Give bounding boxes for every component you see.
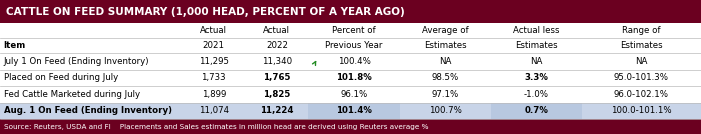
Text: Previous Year: Previous Year <box>325 41 383 50</box>
Text: 1,825: 1,825 <box>264 90 290 99</box>
Bar <box>0 119 701 134</box>
Text: 11,295: 11,295 <box>199 57 229 66</box>
Text: Actual: Actual <box>200 26 227 35</box>
Text: 100.4%: 100.4% <box>338 57 370 66</box>
Text: Aug. 1 On Feed (Ending Inventory): Aug. 1 On Feed (Ending Inventory) <box>4 107 172 116</box>
Text: Actual: Actual <box>264 26 290 35</box>
Text: -1.0%: -1.0% <box>524 90 549 99</box>
Text: 100.7%: 100.7% <box>429 107 461 116</box>
Text: July 1 On Feed (Ending Inventory): July 1 On Feed (Ending Inventory) <box>4 57 149 66</box>
Text: Estimates: Estimates <box>620 41 662 50</box>
Text: 1,765: 1,765 <box>263 73 291 82</box>
Text: 100.0-101.1%: 100.0-101.1% <box>611 107 672 116</box>
Text: Percent of: Percent of <box>332 26 376 35</box>
Text: NA: NA <box>530 57 543 66</box>
Text: Estimates: Estimates <box>424 41 466 50</box>
Text: 96.0-102.1%: 96.0-102.1% <box>614 90 669 99</box>
Text: Fed Cattle Marketed during July: Fed Cattle Marketed during July <box>4 90 139 99</box>
Text: 11,224: 11,224 <box>260 107 294 116</box>
Text: Placed on Feed during July: Placed on Feed during July <box>4 73 118 82</box>
Bar <box>0 0 701 23</box>
Text: 2022: 2022 <box>266 41 288 50</box>
Text: 11,340: 11,340 <box>262 57 292 66</box>
Text: NA: NA <box>439 57 451 66</box>
Text: 97.1%: 97.1% <box>432 90 458 99</box>
Text: 3.3%: 3.3% <box>524 73 548 82</box>
Bar <box>308 103 400 119</box>
Text: 101.8%: 101.8% <box>336 73 372 82</box>
Text: 11,074: 11,074 <box>199 107 229 116</box>
Text: NA: NA <box>635 57 648 66</box>
Text: 1,733: 1,733 <box>201 73 226 82</box>
Text: 2021: 2021 <box>203 41 225 50</box>
Bar <box>491 103 582 119</box>
Text: Estimates: Estimates <box>515 41 557 50</box>
Text: Range of: Range of <box>622 26 660 35</box>
Text: 98.5%: 98.5% <box>432 73 458 82</box>
Text: Average of: Average of <box>422 26 468 35</box>
Text: 1,899: 1,899 <box>202 90 226 99</box>
Text: Actual less: Actual less <box>513 26 559 35</box>
Text: 96.1%: 96.1% <box>341 90 367 99</box>
Text: CATTLE ON FEED SUMMARY (1,000 HEAD, PERCENT OF A YEAR AGO): CATTLE ON FEED SUMMARY (1,000 HEAD, PERC… <box>6 7 404 17</box>
Text: 0.7%: 0.7% <box>524 107 548 116</box>
Bar <box>0 103 701 119</box>
Text: Source: Reuters, USDA and FI    Placements and Sales estimates in million head a: Source: Reuters, USDA and FI Placements … <box>4 124 428 130</box>
Text: 101.4%: 101.4% <box>336 107 372 116</box>
Text: Item: Item <box>4 41 26 50</box>
Text: 95.0-101.3%: 95.0-101.3% <box>614 73 669 82</box>
